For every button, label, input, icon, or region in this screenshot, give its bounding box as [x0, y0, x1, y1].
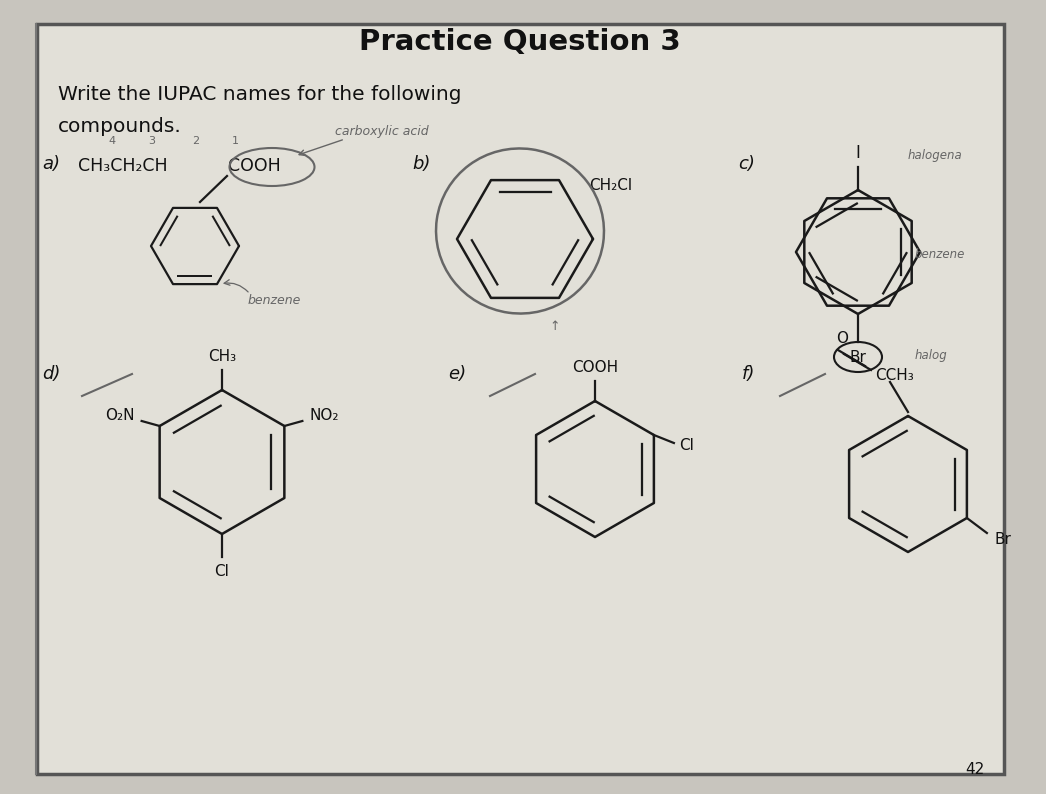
Text: halog: halog: [915, 349, 948, 363]
Text: CH₃: CH₃: [208, 349, 236, 364]
Text: Practice Question 3: Practice Question 3: [359, 28, 681, 56]
Text: Write the IUPAC names for the following: Write the IUPAC names for the following: [58, 84, 461, 103]
Text: CCH₃: CCH₃: [876, 368, 914, 384]
Text: I: I: [856, 144, 861, 162]
Text: ↑: ↑: [550, 321, 561, 333]
Text: COOH: COOH: [228, 157, 280, 175]
Text: a): a): [42, 155, 60, 173]
Text: Br: Br: [995, 533, 1011, 548]
Text: COOH: COOH: [572, 360, 618, 375]
Text: 4: 4: [109, 136, 115, 146]
Text: d): d): [42, 365, 61, 383]
Text: O: O: [836, 331, 848, 346]
Text: halogena: halogena: [908, 149, 962, 163]
Text: b): b): [412, 155, 430, 173]
Text: 1: 1: [231, 136, 238, 146]
Text: NO₂: NO₂: [310, 408, 339, 423]
Text: benzene: benzene: [248, 295, 301, 307]
Text: Cl: Cl: [214, 564, 229, 579]
Text: Cl: Cl: [679, 437, 693, 453]
Text: 42: 42: [965, 761, 985, 777]
FancyBboxPatch shape: [37, 24, 1004, 774]
Text: c): c): [738, 155, 755, 173]
Text: benzene: benzene: [915, 248, 965, 260]
Text: CH₂Cl: CH₂Cl: [589, 178, 632, 193]
Text: compounds.: compounds.: [58, 118, 182, 137]
Text: 2: 2: [192, 136, 200, 146]
Text: CH₃CH₂CH: CH₃CH₂CH: [78, 157, 167, 175]
Text: carboxylic acid: carboxylic acid: [335, 125, 429, 137]
Text: 3: 3: [149, 136, 156, 146]
Text: e): e): [448, 365, 467, 383]
Text: f): f): [742, 365, 755, 383]
Text: Br: Br: [849, 349, 866, 364]
Text: O₂N: O₂N: [106, 408, 135, 423]
